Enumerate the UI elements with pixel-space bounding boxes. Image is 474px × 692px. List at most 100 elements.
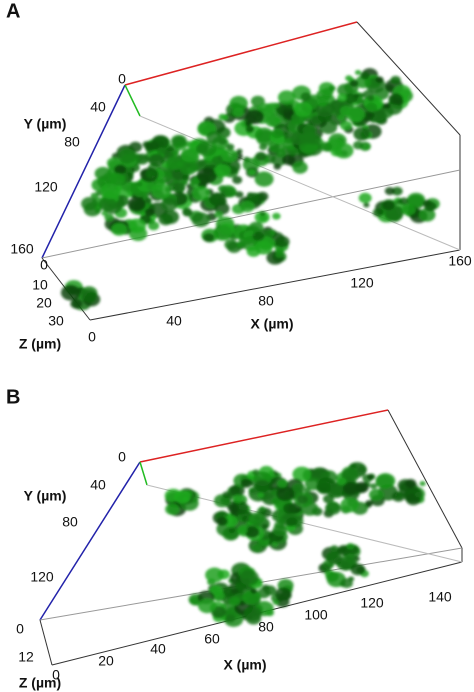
blob (189, 596, 200, 605)
blob (369, 483, 378, 489)
tick-label: 60 (204, 631, 220, 647)
axis-title: X (µm) (223, 657, 266, 673)
tick-label: 12 (18, 649, 34, 665)
blob (283, 107, 290, 113)
blob (252, 231, 265, 241)
blob (276, 486, 295, 502)
blob (180, 148, 198, 162)
blob (259, 506, 266, 512)
blob (94, 166, 112, 181)
blob (118, 148, 137, 164)
blob (418, 208, 436, 222)
blob (353, 127, 370, 141)
blob (321, 564, 330, 572)
blob (272, 212, 281, 220)
blob (257, 492, 265, 498)
blob (271, 128, 284, 139)
tick-label: 0 (40, 257, 48, 273)
blob (307, 133, 321, 145)
blob (334, 143, 354, 159)
blob (223, 187, 237, 198)
blob (222, 491, 231, 499)
blob (277, 479, 288, 488)
blob (330, 545, 339, 553)
blob (198, 598, 217, 614)
blob (414, 491, 423, 498)
blob (385, 207, 404, 222)
blob (242, 590, 261, 605)
blob (368, 488, 384, 501)
blob (165, 503, 180, 515)
blob (240, 200, 255, 213)
blob (405, 478, 417, 488)
blob (406, 192, 426, 208)
blob (145, 169, 158, 179)
blob (67, 287, 77, 296)
blob (270, 536, 277, 542)
blob (225, 614, 236, 623)
blob (229, 95, 248, 111)
blob (382, 200, 395, 211)
tick-label: 40 (166, 313, 182, 329)
tick-label: 120 (34, 179, 58, 195)
tick-label: 20 (36, 295, 52, 311)
blob (84, 294, 96, 304)
tick-label: 120 (360, 595, 384, 611)
blob (300, 92, 312, 101)
blob (264, 585, 277, 596)
blob (350, 563, 365, 576)
blob (325, 501, 341, 515)
blob (419, 481, 426, 487)
blob (182, 207, 192, 216)
blob (256, 130, 276, 146)
blob (283, 502, 297, 514)
blob (388, 93, 403, 105)
blob (292, 482, 305, 493)
biofilm-render (60, 68, 440, 627)
blob (214, 164, 231, 178)
blob (252, 543, 263, 552)
blob (196, 167, 217, 184)
axis-title: X (µm) (250, 316, 293, 332)
blob (236, 148, 243, 154)
blob (166, 156, 184, 170)
blob (179, 160, 198, 175)
blob (255, 151, 267, 161)
blob (214, 211, 224, 218)
blob (94, 208, 101, 214)
blob (273, 143, 280, 149)
tick-label: 140 (428, 589, 452, 605)
blob (247, 168, 257, 176)
blob (114, 164, 127, 175)
blob (245, 109, 264, 125)
blob (286, 517, 298, 527)
blob (136, 181, 143, 187)
blob (319, 141, 332, 152)
blob (326, 551, 342, 564)
blob (170, 134, 187, 148)
axis-title: Z (µm) (19, 336, 61, 352)
blob (195, 144, 209, 154)
tick-label: 120 (30, 569, 54, 585)
blob (151, 183, 171, 199)
tick-label: 0 (16, 621, 24, 637)
tick-label: 0 (52, 667, 60, 683)
blob (337, 83, 353, 97)
tick-label: 30 (48, 313, 64, 329)
blob (401, 203, 416, 216)
blob (228, 528, 236, 534)
blob (272, 599, 280, 605)
blob (192, 186, 210, 201)
blob (245, 125, 254, 133)
blob (259, 143, 268, 151)
tick-label: 20 (98, 653, 114, 669)
panel-label: A (6, 0, 20, 22)
blob (356, 465, 367, 474)
blob (384, 187, 395, 196)
blob (273, 163, 281, 170)
blob (272, 524, 288, 537)
blob (231, 588, 239, 594)
blob (245, 121, 251, 127)
blob (326, 482, 346, 499)
blob (237, 526, 248, 535)
